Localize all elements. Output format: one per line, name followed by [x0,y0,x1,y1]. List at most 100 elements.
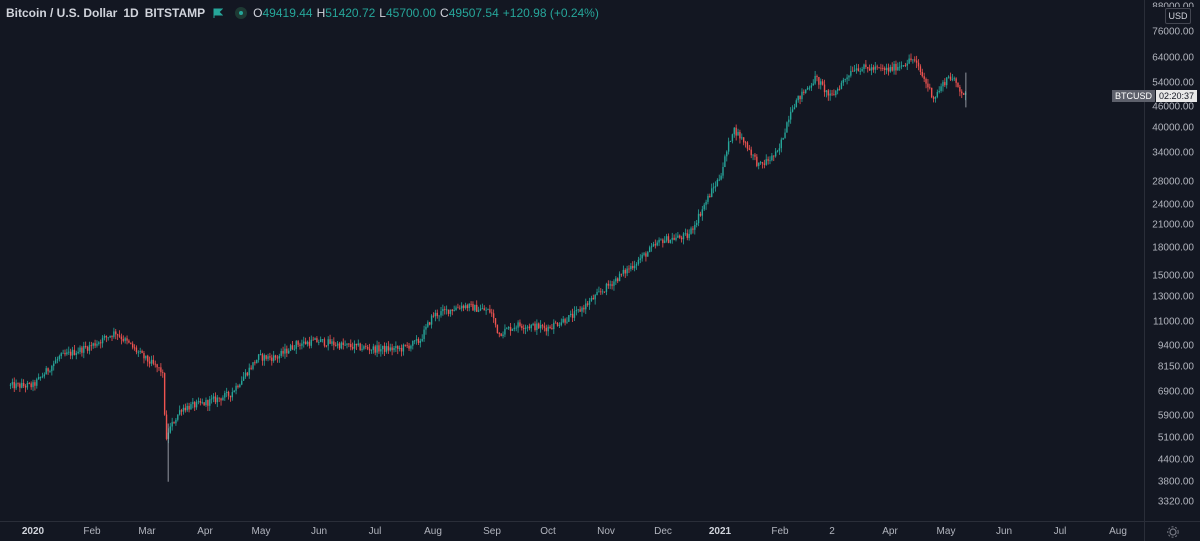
candle-body [581,307,583,312]
candle-body [321,339,324,341]
candle-body [449,309,452,314]
candle-body [346,343,348,345]
time-label: Nov [597,526,615,537]
candle-body [571,313,574,318]
candle-body [96,343,98,346]
candle-body [438,315,440,317]
interval-label[interactable]: 1D [123,6,139,20]
candle-body [348,343,350,345]
candle-body [86,347,89,351]
candle-body [421,339,423,341]
candle-body [558,324,561,326]
candle-body [827,90,829,96]
time-label: Jul [1053,526,1067,537]
candle-body [178,410,181,415]
candle-body [835,90,837,96]
open-key: O [253,6,263,20]
candle-body [900,65,903,67]
currency-button[interactable]: USD [1165,8,1191,24]
candle-body [393,348,395,351]
price-label: 3800.00 [1157,476,1194,488]
low-value: 45700.00 [385,6,437,20]
candle-body [291,345,294,350]
candle-body [682,233,685,240]
plot-area[interactable] [0,0,1144,521]
symbol-title[interactable]: Bitcoin / U.S. Dollar [6,6,118,20]
candle-body [210,398,213,400]
candle-body [820,81,822,85]
candle-body [242,376,245,381]
candle-body [492,313,495,319]
candle-body [77,351,79,354]
candle-body [491,312,493,314]
candle-body [227,391,230,396]
candle-body [265,355,267,359]
time-scale[interactable]: 2020 Feb Mar Apr May Jun Jul Aug Sep Oct Nov Dec 202… [0,521,1144,541]
candle-body [92,343,94,346]
candle-body [314,338,316,340]
time-label: Sep [483,526,501,537]
candle-body [41,376,44,378]
candle-body [190,404,192,410]
candle-body [684,233,687,235]
candle-body [761,162,764,164]
candle-body [872,67,875,70]
candle-body [930,87,933,98]
candle-body [769,160,771,162]
candle-body [58,356,61,359]
candle-body [821,81,824,85]
candle-body [419,340,422,343]
candle-body [853,69,856,72]
candle-body [319,339,322,343]
candle-body [195,401,198,408]
candle-body [906,63,908,66]
price-label: 64000.00 [1152,52,1194,64]
candle-body [957,82,959,87]
candle-body [336,343,339,346]
candle-body [412,340,414,346]
candle-body [914,59,916,61]
candle-body [938,90,940,93]
candle-body [648,247,651,253]
candle-body [620,273,623,275]
candle-body [729,141,732,142]
candle-body [868,68,871,71]
candle-body [485,309,487,311]
candle-body [28,383,30,384]
candle-body [297,341,299,345]
candle-body [784,132,786,138]
candle-body [865,64,867,67]
candle-body [207,400,209,406]
candle-body [261,354,264,361]
candle-body [351,347,354,349]
candle-body [73,349,76,355]
gear-icon[interactable] [1144,521,1200,541]
candle-body [15,383,17,389]
candle-body [344,344,346,346]
price-scale[interactable]: 88000.00 76000.00 64000.00 54000.00 46000.00… [1144,0,1200,521]
candle-body [263,355,265,361]
visibility-icon[interactable] [235,7,248,19]
candle-body [842,79,845,83]
candle-body [84,346,87,348]
candle-body [372,346,375,350]
candle-body [711,188,713,197]
candle-body [936,92,939,97]
candle-body [961,91,963,94]
price-label: 24000.00 [1152,199,1194,211]
candle-body [333,341,335,346]
candle-body [340,342,343,349]
candle-body [335,345,337,347]
time-label: Apr [882,526,898,537]
candle-body [643,253,645,255]
candle-body [60,353,62,357]
candle-body [440,311,442,316]
candle-body [477,310,480,312]
candle-body [793,107,796,110]
price-label: 18000.00 [1152,242,1194,254]
change-value: +120.98 (+0.24%) [502,6,599,20]
flag-icon[interactable] [213,8,224,18]
candle-body [714,186,717,188]
candle-body [366,347,369,349]
candle-body [165,414,168,439]
